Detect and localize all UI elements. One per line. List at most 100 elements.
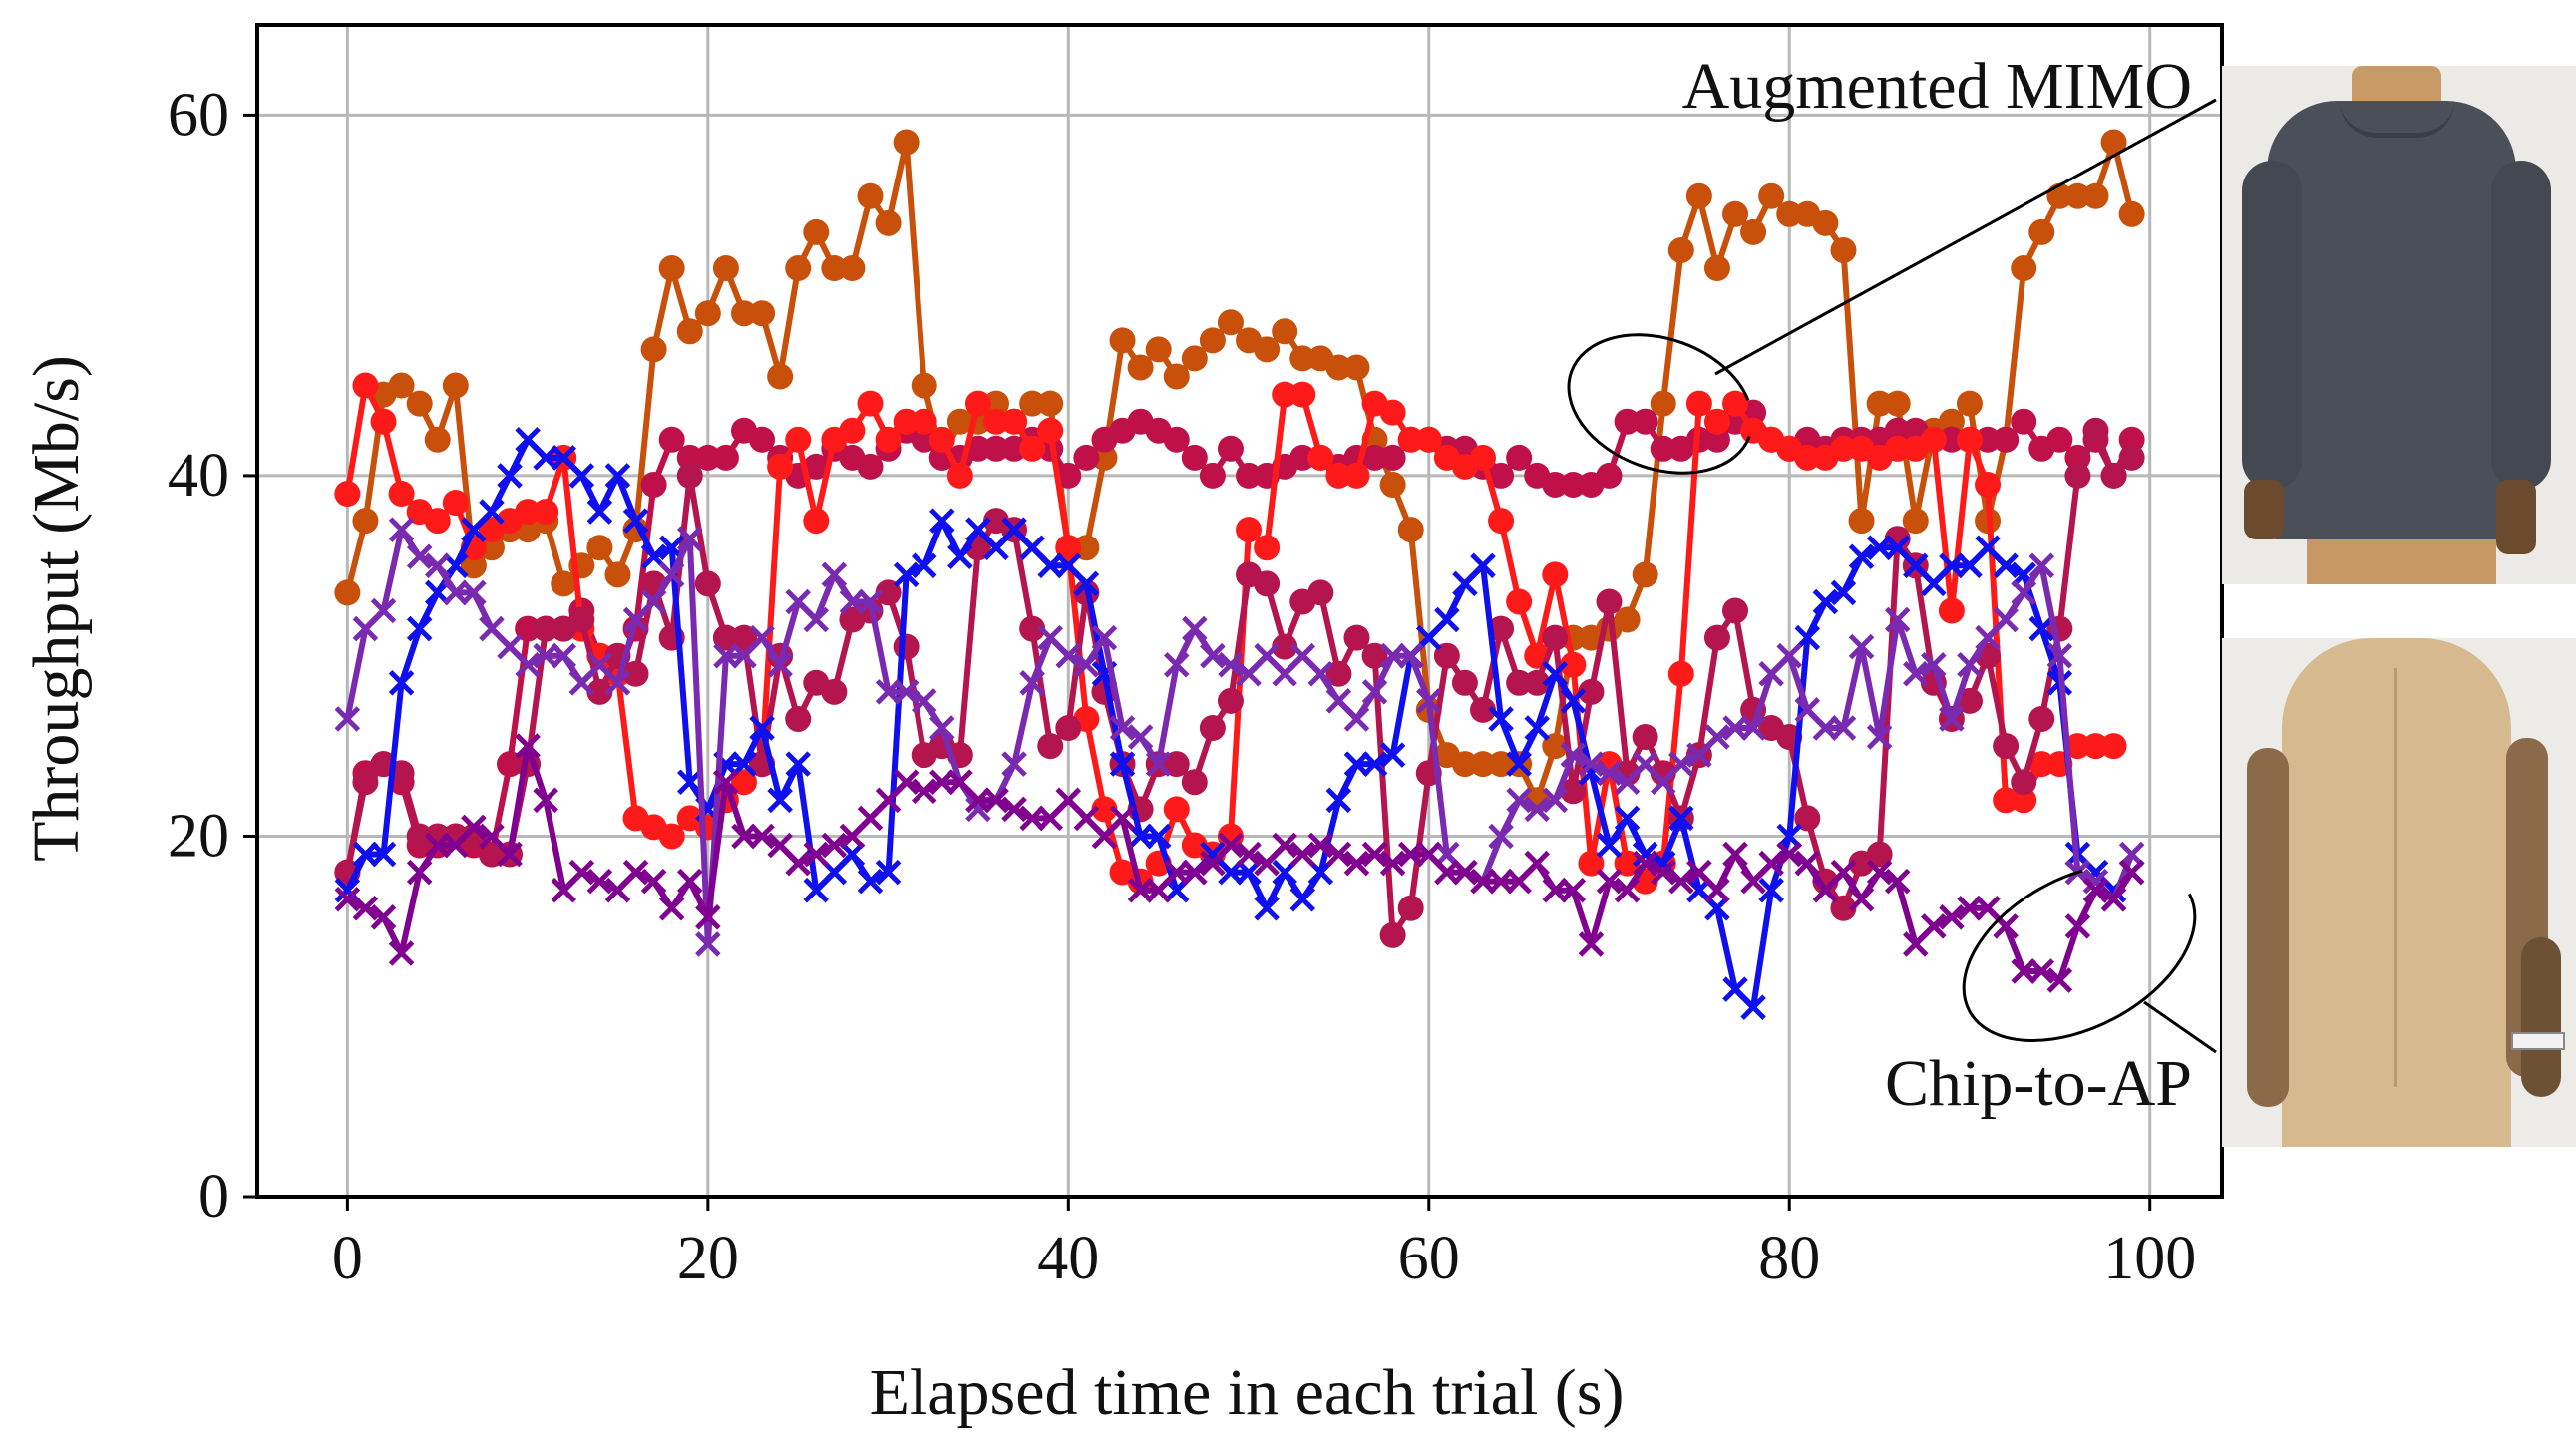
mannequin-hand-right [2496, 480, 2536, 554]
data-point [2011, 787, 2037, 814]
x-tick-label: 100 [2103, 1225, 2196, 1292]
ticks: 0 20 40 60 80 100 0 20 40 60 [168, 81, 2196, 1292]
y-tick-label: 60 [168, 81, 229, 149]
data-point [2028, 751, 2055, 778]
data-point [946, 462, 973, 489]
data-point [406, 543, 433, 570]
annotation-chip-to-ap: Chip-to-AP [1885, 1047, 2192, 1120]
data-point [1921, 651, 1947, 678]
data-point [2082, 733, 2109, 760]
data-point [497, 751, 524, 778]
data-point [460, 552, 487, 579]
data-point [1470, 552, 1496, 579]
data-point [461, 814, 487, 841]
data-point [2100, 462, 2127, 489]
data-point [1145, 336, 1172, 363]
data-point [478, 535, 505, 561]
data-point [1379, 399, 1406, 426]
data-point [406, 390, 433, 417]
data-point [1289, 345, 1316, 372]
data-point [1668, 805, 1694, 832]
data-point [388, 940, 415, 966]
data-point [2082, 417, 2109, 444]
data-point [1830, 859, 1857, 886]
data-point [1668, 868, 1694, 895]
data-point [515, 733, 541, 759]
data-point [406, 859, 433, 886]
shirt-collar [2340, 101, 2454, 138]
annotation-augmented-mimo: Augmented MIMO [1682, 50, 2192, 123]
data-point [767, 787, 793, 814]
data-point [893, 129, 920, 156]
data-point [1560, 877, 1587, 903]
data-point [2046, 642, 2073, 669]
data-point [1218, 832, 1244, 859]
data-point [712, 444, 739, 471]
data-point [983, 408, 1010, 435]
data-point [1469, 696, 1496, 723]
data-point [1740, 994, 1766, 1020]
data-point [1703, 408, 1730, 435]
data-point [1361, 444, 1388, 471]
data-point [1343, 706, 1370, 732]
data-point [821, 561, 848, 588]
y-tick-label: 0 [198, 1163, 229, 1231]
data-point [622, 508, 649, 534]
data-point [1379, 444, 1406, 471]
x-tick-label: 40 [1037, 1225, 1099, 1292]
data-point [1182, 615, 1208, 642]
data-point [1073, 535, 1100, 561]
data-point [964, 390, 991, 417]
data-point [1920, 426, 1947, 453]
data-point [929, 715, 955, 741]
data-point [424, 552, 451, 579]
data-point [1866, 859, 1893, 886]
data-point [1343, 624, 1370, 651]
bare-mannequin-photo [2222, 638, 2576, 1147]
data-point [767, 363, 794, 390]
data-point [2064, 913, 2091, 939]
data-point [406, 823, 433, 850]
annotation-chip-to-ap-pointer [2143, 1000, 2217, 1054]
mannequin-seam [2394, 668, 2397, 1087]
data-point [1272, 381, 1298, 408]
data-point [604, 670, 631, 696]
data-point [1524, 669, 1551, 696]
data-point [658, 255, 685, 282]
data-point [1884, 417, 1911, 444]
data-point [1848, 508, 1875, 535]
data-point [1596, 462, 1623, 489]
data-point [1866, 390, 1893, 417]
data-point [1812, 588, 1839, 615]
data-point [1614, 877, 1641, 903]
data-point [586, 499, 613, 525]
data-point [424, 426, 451, 453]
data-point [1163, 751, 1190, 778]
data-point [352, 508, 379, 535]
data-point [1740, 715, 1766, 741]
data-point [406, 615, 433, 642]
data-point [604, 463, 631, 489]
data-point [1703, 624, 1730, 651]
data-point [1578, 931, 1605, 957]
data-point [640, 868, 667, 895]
data-point [1614, 850, 1641, 877]
data-point [1957, 651, 1983, 678]
data-point [1307, 832, 1334, 859]
data-point [2028, 218, 2055, 245]
data-point [676, 444, 703, 471]
data-point [1181, 769, 1208, 796]
data-point [1956, 687, 1983, 714]
data-point [2118, 200, 2145, 227]
data-point [694, 570, 721, 597]
data-point [1685, 390, 1712, 417]
data-point [388, 517, 415, 542]
data-point [1921, 913, 1947, 939]
data-point [875, 426, 902, 453]
data-point [1830, 715, 1857, 741]
data-point [1506, 787, 1532, 814]
data-point [1200, 642, 1226, 669]
data-point [964, 435, 991, 462]
grid [257, 25, 2222, 1199]
